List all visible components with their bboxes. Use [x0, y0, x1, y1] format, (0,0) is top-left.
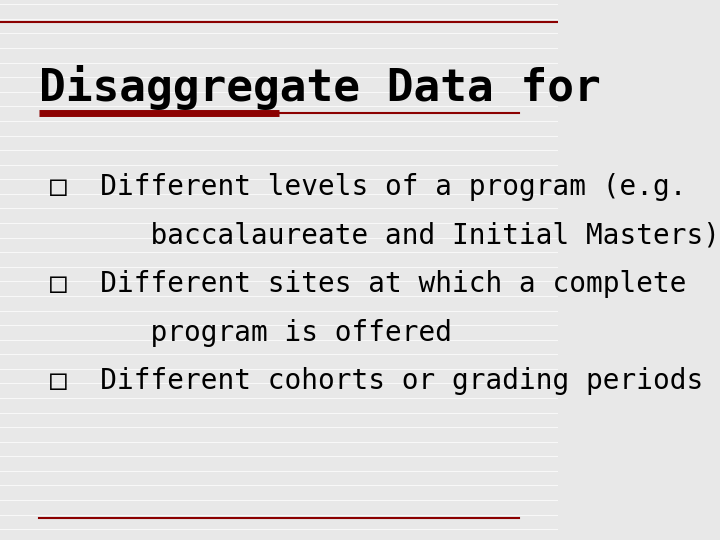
Text: Disaggregate Data for: Disaggregate Data for — [39, 65, 600, 110]
Text: □  Different sites at which a complete: □ Different sites at which a complete — [50, 270, 687, 298]
Text: program is offered: program is offered — [50, 319, 452, 347]
Text: □  Different cohorts or grading periods: □ Different cohorts or grading periods — [50, 367, 703, 395]
Text: baccalaureate and Initial Masters): baccalaureate and Initial Masters) — [50, 221, 720, 249]
Text: □  Different levels of a program (e.g.: □ Different levels of a program (e.g. — [50, 173, 687, 201]
